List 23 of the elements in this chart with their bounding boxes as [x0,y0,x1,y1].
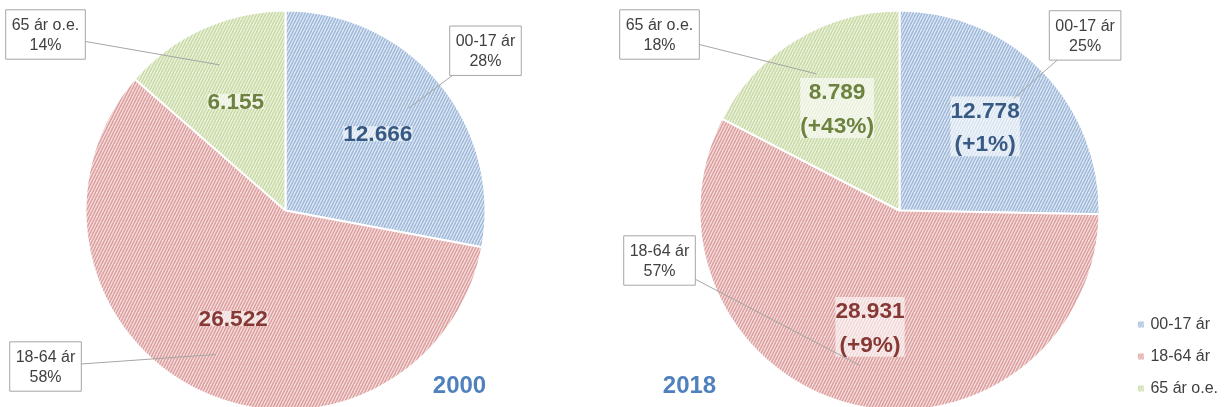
text: 18% [643,36,676,54]
slice-label: 65 ár o.e. [11,15,80,33]
legend-label: 18-64 ár [1150,347,1210,365]
text: 14% [29,36,62,54]
text: 57% [643,262,676,280]
data-label: 28.931 (+9%) [835,296,905,357]
text: 28% [469,52,502,70]
text: 2000 [432,371,487,398]
text: 25% [1069,37,1102,55]
legend-label: 00-17 ár [1150,315,1210,333]
text: 58% [29,368,62,386]
slice-label: 00-17 ár [1055,16,1116,34]
text: 2018 [662,371,717,398]
slice-label: 00-17 ár [455,32,516,50]
slice-label: 65 ár o.e. [625,15,694,33]
data-label: 12.666 [343,120,413,147]
data-label: 12.778 (+1%) [950,96,1020,157]
data-label: 6.155 [207,87,265,114]
data-label: 8.789 (+43%) [800,78,874,138]
legend-label: 65 ár o.e. [1150,379,1218,397]
data-label: 26.522 [198,305,268,331]
slice-label: 18-64 ár [629,241,690,259]
slice-label: 18-64 ár [15,347,76,365]
